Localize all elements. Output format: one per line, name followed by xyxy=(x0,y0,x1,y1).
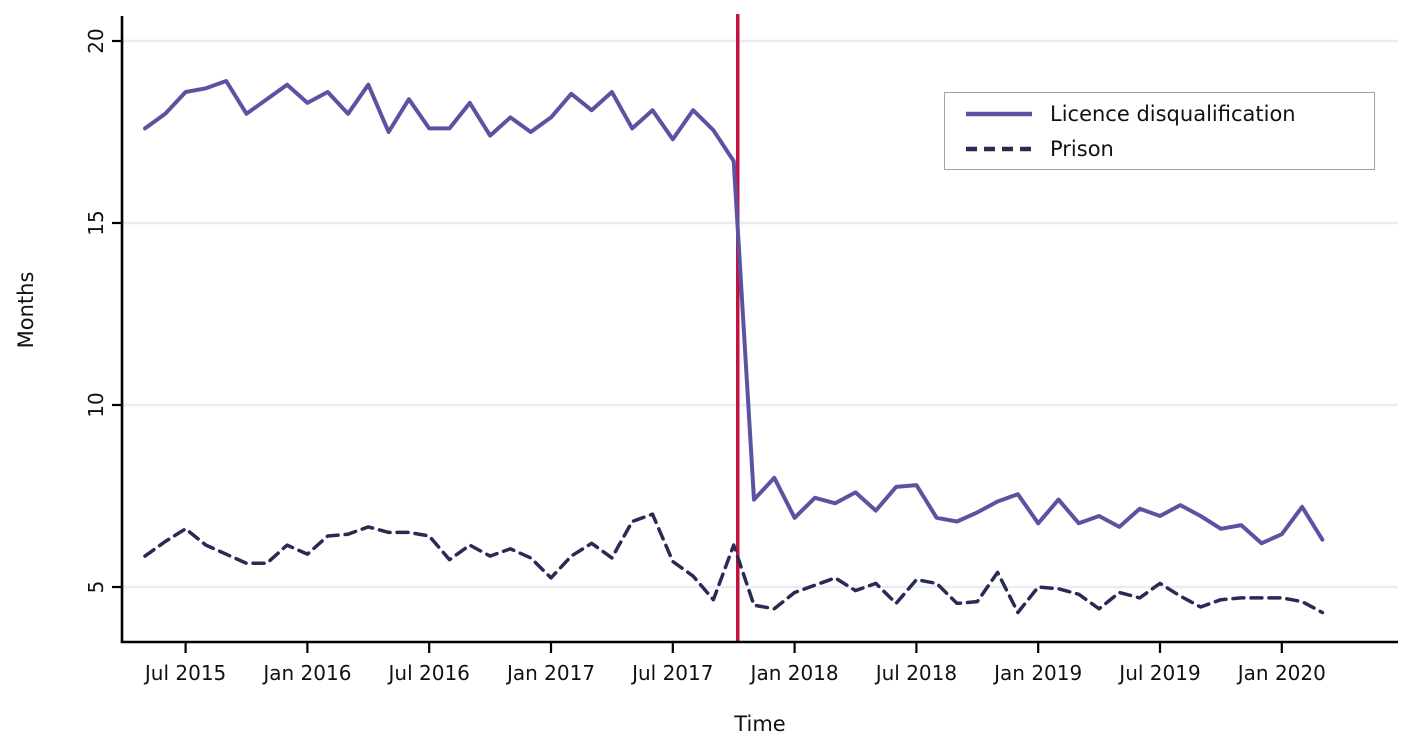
y-tick-label: 15 xyxy=(84,210,108,235)
x-tick-label: Jul 2016 xyxy=(387,661,470,685)
legend-row-prison: Prison xyxy=(965,133,1374,164)
prison-line xyxy=(143,512,1325,615)
legend: Licence disqualification Prison xyxy=(944,92,1375,170)
x-tick-label: Jul 2018 xyxy=(874,661,957,685)
x-tick-label: Jan 2020 xyxy=(1236,661,1326,685)
legend-row-licence: Licence disqualification xyxy=(965,98,1374,129)
legend-swatch-prison-icon xyxy=(966,146,1032,151)
x-tick-label: Jul 2015 xyxy=(143,661,226,685)
x-tick-label: Jan 2017 xyxy=(505,661,595,685)
y-tick-label: 10 xyxy=(84,392,108,417)
legend-label-licence: Licence disqualification xyxy=(1050,101,1296,126)
licence-disqualification-line xyxy=(143,79,1325,546)
legend-label-prison: Prison xyxy=(1050,136,1114,161)
legend-swatch-licence-icon xyxy=(966,111,1032,116)
x-tick-label: Jan 2016 xyxy=(261,661,351,685)
x-axis-title: Time xyxy=(733,712,785,736)
x-tick-label: Jan 2018 xyxy=(749,661,839,685)
x-tick-label: Jan 2019 xyxy=(992,661,1082,685)
y-tick-label: 20 xyxy=(84,28,108,53)
y-axis-title: Months xyxy=(14,272,38,349)
x-tick-label: Jul 2019 xyxy=(1117,661,1200,685)
x-tick-label: Jul 2017 xyxy=(630,661,713,685)
y-tick-label: 5 xyxy=(84,581,108,594)
